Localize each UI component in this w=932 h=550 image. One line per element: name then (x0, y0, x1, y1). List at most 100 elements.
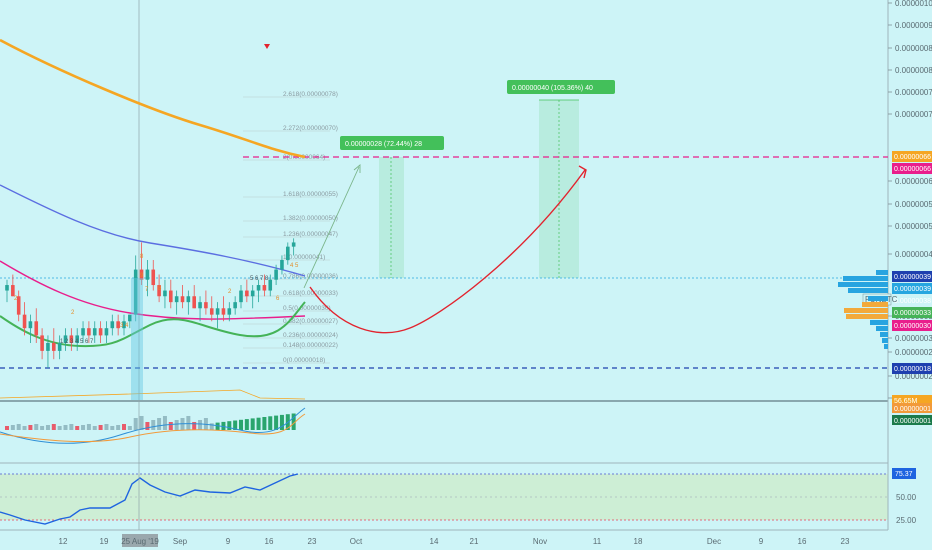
x-tick-label: Nov (533, 537, 547, 546)
x-tick-highlight (122, 534, 158, 547)
candle-body (157, 285, 161, 297)
macd-bar (291, 413, 296, 430)
x-tick-label: 12 (59, 537, 68, 546)
fib-label: 0.786(0.00000036) (283, 273, 338, 280)
price-tag (892, 307, 932, 318)
candle-body (69, 335, 74, 343)
td-count: 2 (228, 289, 232, 295)
projection-curve (309, 169, 586, 334)
macd-bar (250, 418, 255, 430)
price-tag-label: 0.00000066 (894, 166, 931, 173)
volume-ma-line (0, 389, 306, 400)
x-tick-label: 9 (759, 537, 764, 546)
x-tick-label: 14 (430, 537, 439, 546)
target-arrow (303, 166, 360, 289)
macd-bar (233, 420, 238, 430)
candle-body (133, 269, 138, 315)
candle-body (81, 328, 85, 336)
macd-bar (34, 424, 39, 430)
rsi-line (0, 473, 299, 525)
signal-tag (892, 415, 932, 425)
candle-body (28, 321, 33, 329)
macd-bar (209, 423, 214, 430)
td-count: 8 (158, 286, 162, 292)
macd-bar (274, 415, 279, 430)
target-label: 0.00000028 (72.44%) 28 (345, 141, 422, 148)
macd-bar (174, 420, 179, 430)
candle-body (286, 246, 290, 261)
macd-bar (28, 425, 33, 430)
price-tag (892, 151, 932, 162)
x-tick-label: 16 (265, 537, 274, 546)
macd-bar (81, 425, 86, 430)
td-count: 9 (140, 273, 144, 279)
volume-profile-bar (862, 302, 888, 307)
fib-label: 0.148(0.00000022) (283, 342, 338, 349)
macd-bar (5, 426, 9, 430)
x-tick-label: Dec (707, 537, 721, 546)
fib-label: 0.382(0.00000027) (283, 318, 338, 325)
y-tick-label: 0.00000026 (895, 348, 932, 357)
volume-profile-bar (846, 314, 888, 319)
target-box-1 (379, 157, 404, 278)
volume-profile-bar (844, 308, 888, 313)
candle-body (116, 321, 120, 329)
y-tick-label: 0.00000055 (895, 200, 932, 209)
price-tag-label: 0.00000039 (894, 274, 931, 281)
ema-orange-line (0, 38, 306, 159)
volume-profile-bar (843, 276, 888, 281)
macd-bar (215, 422, 220, 430)
candle-body (180, 296, 185, 303)
price-tag-label: 0.00000038 (894, 298, 931, 305)
x-tick-label: 21 (470, 537, 479, 546)
x-tick-label: 11 (593, 537, 602, 546)
y-tick-label: 0.00000070 (895, 110, 932, 119)
volume-profile-bar (884, 344, 888, 349)
volume-profile-bar (838, 282, 888, 287)
price-tag (892, 320, 932, 331)
rsi-level-label: 25.00 (896, 516, 917, 525)
candle-body (227, 308, 232, 315)
macd-bar (98, 425, 103, 430)
macd-bar (75, 426, 80, 430)
price-tag (892, 271, 932, 282)
candle-body (16, 296, 21, 315)
volume-profile-bar (868, 296, 888, 301)
td-count: 3 4 (120, 323, 129, 329)
x-tick-label: Oct (350, 537, 363, 546)
candle-body (98, 328, 103, 336)
macd-bar (279, 414, 284, 430)
candle-body (280, 260, 284, 270)
candle-body (63, 335, 68, 343)
rsi-value-tag (892, 468, 916, 479)
candle-body (204, 302, 208, 309)
candle-body (110, 321, 115, 329)
fib-label: 0.236(0.00000024) (283, 332, 338, 339)
ma-green-line (0, 301, 306, 348)
fib-label: 1.618(0.00000055) (283, 191, 338, 198)
candle-body (75, 335, 79, 343)
x-tick-label: 16 (798, 537, 807, 546)
x-tick-label: Sep (173, 537, 188, 546)
candle-body (128, 314, 132, 322)
x-tick-label: 23 (308, 537, 317, 546)
candle-body (245, 290, 249, 297)
candle-body (52, 342, 56, 351)
x-tick-label: 23 (841, 537, 850, 546)
rsi-level-label: 50.00 (896, 493, 917, 502)
macd-bar (244, 419, 249, 430)
fib-label: 1(0.00000041) (283, 254, 325, 261)
candle-body (198, 302, 202, 309)
volume-spike-highlight (131, 278, 143, 400)
macd-tag-label: 0.00000001 (894, 406, 931, 413)
td-count: 8 (140, 254, 144, 260)
candle-body (186, 296, 191, 303)
volume-profile-bar (876, 270, 888, 275)
macd-bar (127, 426, 132, 430)
price-tag (892, 295, 932, 306)
macd-bar (63, 425, 68, 430)
macd-bar (151, 420, 156, 430)
